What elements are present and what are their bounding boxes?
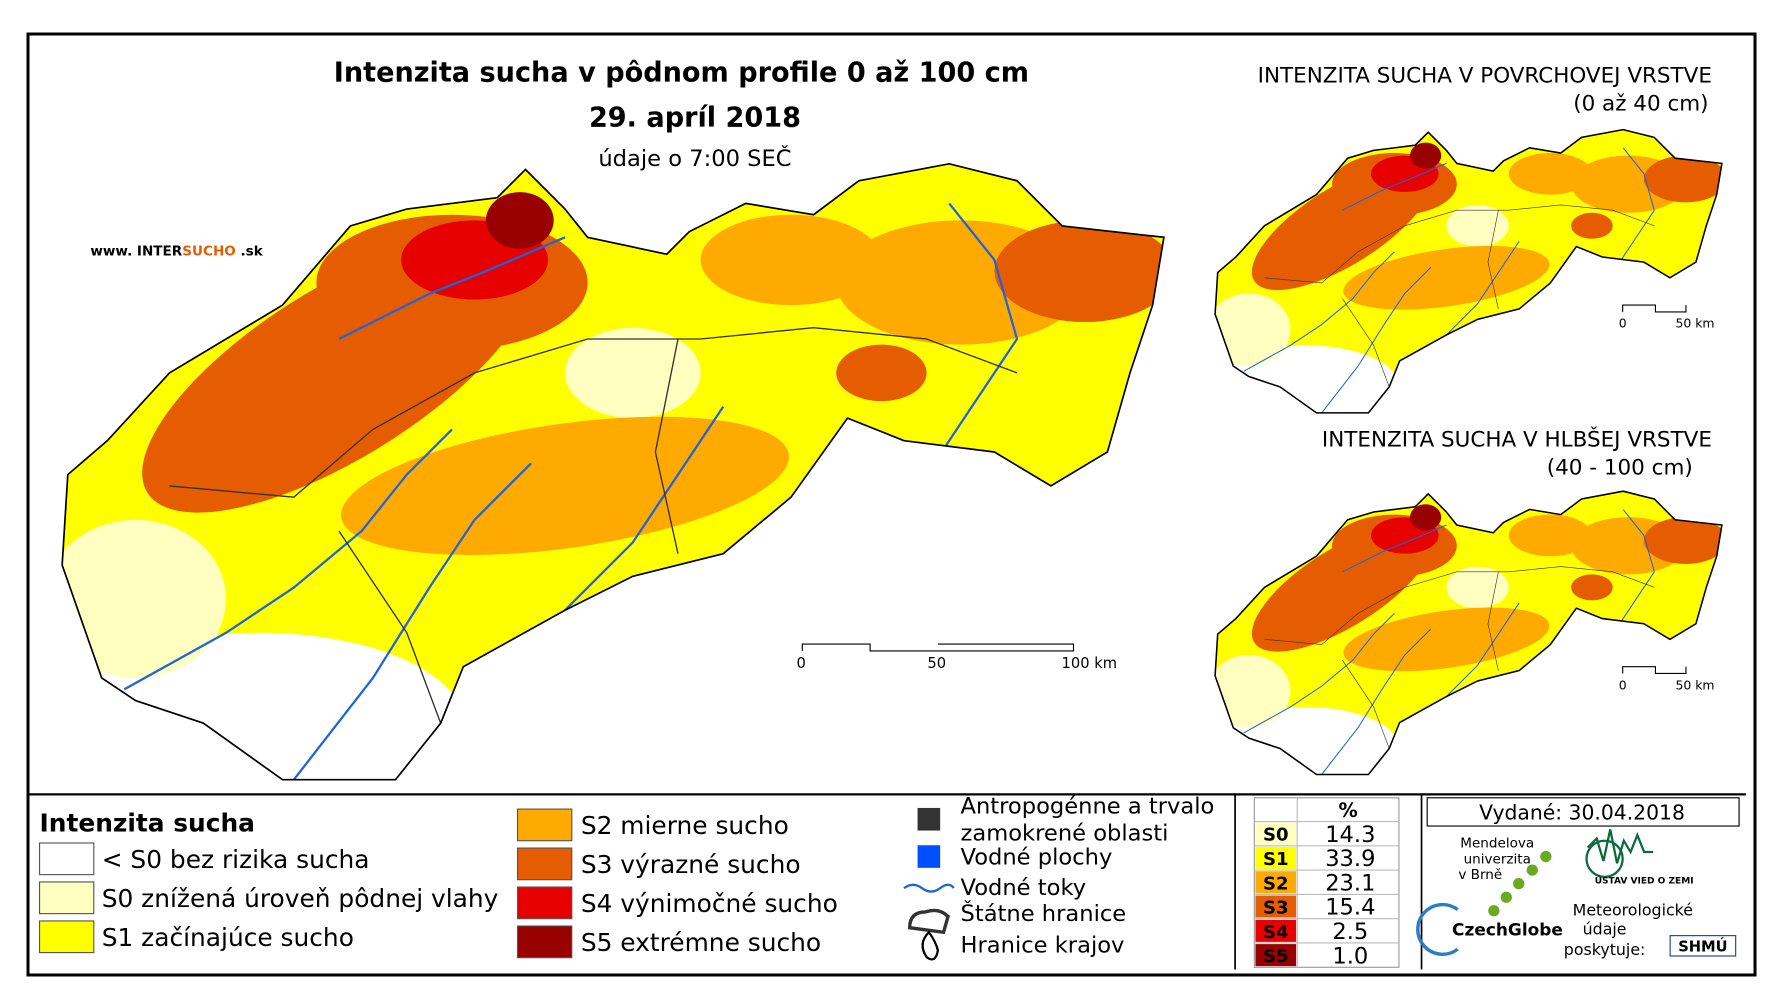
legend-swatch <box>516 808 573 842</box>
overlay-label: Vodné toky <box>961 875 1087 901</box>
overlay-label: Vodné plochy <box>961 844 1113 870</box>
layout: Intenzita sucha v pôdnom profile 0 až 10… <box>28 57 1746 970</box>
inset-scale-bar <box>1622 666 1687 675</box>
legend-swatch <box>38 920 95 954</box>
class-code: S2 <box>1263 873 1289 894</box>
map-time-note: údaje o 7:00 SEČ <box>598 144 791 172</box>
inset-subtitle: (40 - 100 cm) <box>1547 456 1693 481</box>
overlay-label: Antropogénne a trvalo <box>961 794 1215 820</box>
class-code: S1 <box>1263 849 1289 870</box>
class-code: S3 <box>1263 898 1289 919</box>
table-frame <box>1253 797 1400 968</box>
map-date: 29. apríl 2018 <box>589 103 801 134</box>
scale-label: 0 <box>1619 316 1627 331</box>
scale-label: 50 <box>927 655 946 672</box>
legend-swatch <box>38 842 95 876</box>
class-percent: 23.1 <box>1325 870 1375 896</box>
credit-text: Meteorologické <box>1573 900 1693 919</box>
map-title: Intenzita sucha v pôdnom profile 0 až 10… <box>334 57 1029 88</box>
ustav-logo <box>1585 839 1624 879</box>
class-code: S5 <box>1263 946 1289 967</box>
class-cell <box>1255 944 1297 967</box>
legend-label: S5 extrémne sucho <box>581 928 821 957</box>
legend-label: S0 znížená úroveň pôdnej vlahy <box>102 884 499 913</box>
inset-title: INTENZITA SUCHA V HLBŠEJ VRSTVE <box>1322 426 1712 452</box>
class-percent: 15.4 <box>1325 895 1375 921</box>
overlay-label: zamokrené oblasti <box>961 821 1169 847</box>
class-code: S0 <box>1263 825 1289 846</box>
website-brand: SUCHO <box>182 243 236 259</box>
inset-title: INTENZITA SUCHA V POVRCHOVEJ VRSTVE <box>1258 63 1712 88</box>
mendel-dots <box>1488 850 1552 917</box>
credit-text: údaje <box>1583 920 1627 939</box>
class-cell <box>1255 919 1297 942</box>
overlay-label: Hranice krajov <box>961 933 1125 959</box>
shmu-logo <box>1669 935 1737 957</box>
inset-subtitle: (0 až 40 cm) <box>1573 92 1708 117</box>
website-prefix: www. INTER <box>90 243 182 259</box>
legend-label: < S0 bez rizika sucha <box>102 845 370 874</box>
class-code: S4 <box>1263 922 1289 943</box>
water-symbol <box>917 845 941 868</box>
class-cell <box>1255 871 1297 894</box>
website-suffix: .sk <box>236 243 264 259</box>
credit-text: ÚSTAV VIED O ZEMI <box>1595 875 1694 887</box>
urban-symbol <box>917 807 941 831</box>
legend-swatch <box>516 886 573 920</box>
class-cell <box>1255 895 1297 918</box>
scale-label: 50 km <box>1675 316 1714 331</box>
czechglobe-arc <box>1416 902 1459 956</box>
scale-label: 0 <box>796 655 805 672</box>
credit-text: univerzita <box>1464 851 1531 867</box>
website: www. INTERSUCHO .sk <box>90 243 263 259</box>
credit-text: v Brně <box>1458 867 1502 883</box>
class-cell <box>1255 822 1297 845</box>
credit-text: Mendelova <box>1460 836 1534 852</box>
river-symbol <box>903 883 955 893</box>
credit-text: SHMÚ <box>1678 937 1727 955</box>
legend-label: S3 výrazné sucho <box>581 850 801 879</box>
class-cell <box>1255 846 1297 869</box>
legend-label: S1 začínajúce sucho <box>102 923 354 952</box>
credits: Mendelova univerzita v Brně CzechGlobe Ú… <box>1416 829 1737 959</box>
scale-label: 100 km <box>1062 655 1118 672</box>
region-symbol <box>921 930 940 961</box>
inset-scale-bar <box>1622 304 1687 313</box>
issued-box <box>1426 797 1740 827</box>
legend-label: S4 výnimočné sucho <box>581 889 838 918</box>
overlay-label: Štátne hranice <box>961 899 1127 927</box>
issued-date: Vydané: 30.04.2018 <box>1479 800 1685 824</box>
legend-swatch <box>516 925 573 959</box>
border-symbol <box>907 908 950 935</box>
class-percent: 2.5 <box>1332 919 1368 945</box>
class-percent: 33.9 <box>1325 846 1375 872</box>
main-scale-bar <box>801 643 1075 652</box>
legend-title: Intenzita sucha <box>40 809 255 838</box>
scale-label: 50 km <box>1675 677 1714 692</box>
class-percent: 14.3 <box>1325 822 1375 848</box>
table-header: % <box>1338 799 1357 822</box>
legend-swatch <box>516 847 573 881</box>
scale-label: 0 <box>1619 677 1627 692</box>
legend-label: S2 mierne sucho <box>581 811 789 840</box>
class-percent: 1.0 <box>1332 943 1368 969</box>
credit-text: poskytuje: <box>1564 940 1646 959</box>
credit-text: CzechGlobe <box>1452 920 1563 940</box>
legend-swatch <box>38 881 95 915</box>
